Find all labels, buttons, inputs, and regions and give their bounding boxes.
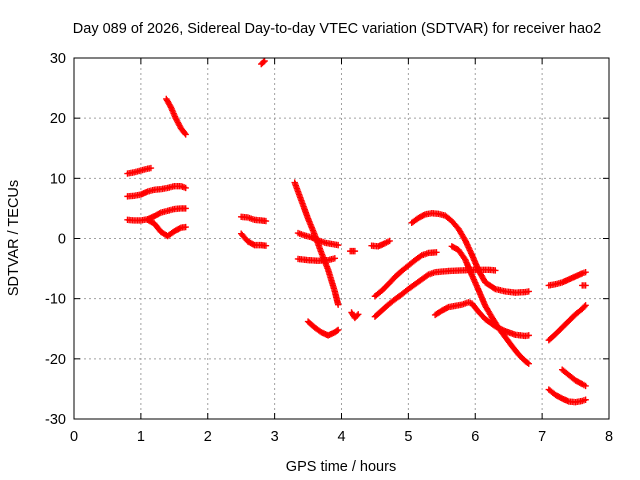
data-point	[582, 382, 589, 390]
data-point	[420, 211, 427, 219]
data-segment	[163, 95, 189, 138]
y-tick-label: -30	[45, 412, 66, 428]
data-point	[331, 255, 339, 262]
x-tick-label: 5	[404, 429, 412, 445]
data-segment	[408, 210, 532, 296]
data-point	[176, 225, 183, 232]
y-tick-label: -20	[45, 352, 66, 368]
data-point	[582, 282, 589, 289]
y-axis-label: SDTVAR / TECUs	[6, 180, 22, 296]
data-point	[156, 210, 163, 217]
x-tick-label: 8	[605, 429, 613, 445]
x-tick-label: 4	[337, 429, 345, 445]
data-point	[334, 241, 342, 249]
y-tick-label: 0	[58, 232, 66, 248]
data-point	[355, 311, 362, 318]
data-point	[182, 184, 189, 192]
x-tick-label: 0	[70, 429, 78, 445]
data-segment	[371, 249, 440, 300]
data-point	[182, 131, 189, 138]
data-point	[261, 57, 268, 65]
data-point	[524, 359, 531, 367]
axis-ticks: 0 1 2 3 4 5 6 7 8 -30 -20 -10 0 10 20 30	[45, 51, 613, 445]
data-segment	[545, 302, 589, 344]
data-point	[147, 164, 155, 172]
data-point	[334, 326, 342, 334]
data-point	[182, 205, 189, 212]
data-segment	[124, 182, 189, 200]
data-point	[490, 285, 498, 292]
x-tick-label: 1	[137, 429, 145, 445]
data-segment	[237, 213, 270, 225]
x-tick-label: 3	[271, 429, 279, 445]
data-segment	[258, 57, 268, 68]
y-tick-label: 20	[50, 111, 66, 127]
data-point	[386, 237, 393, 245]
data-point	[525, 332, 532, 339]
data-point	[443, 304, 451, 312]
data-segment	[124, 205, 189, 224]
data-point	[433, 249, 440, 256]
data-segment	[144, 216, 189, 240]
data-segment	[348, 309, 362, 322]
data-segment	[294, 255, 339, 264]
data-point	[182, 223, 189, 231]
data-point	[181, 130, 188, 137]
data-point	[260, 58, 267, 66]
data-point	[334, 301, 342, 308]
data-point	[582, 302, 589, 309]
data-segment	[545, 268, 589, 289]
y-tick-label: 30	[50, 51, 66, 67]
x-axis-label: GPS time / hours	[286, 459, 396, 475]
data-segment	[304, 318, 342, 339]
data-segment	[124, 164, 155, 177]
data-point	[353, 312, 361, 319]
data-points	[124, 57, 589, 406]
data-segment	[579, 282, 589, 289]
data-segment	[294, 229, 342, 249]
data-point	[525, 360, 532, 367]
y-tick-label: -10	[45, 292, 66, 308]
data-point	[582, 268, 589, 276]
y-tick-label: 10	[50, 171, 66, 187]
data-point	[525, 288, 532, 295]
data-point	[333, 327, 341, 334]
data-point	[250, 241, 257, 248]
data-point	[581, 303, 588, 310]
data-segment	[368, 237, 393, 250]
x-tick-label: 6	[471, 429, 479, 445]
grid-lines	[74, 58, 609, 419]
data-segment	[346, 247, 359, 255]
chart-title: Day 089 of 2026, Sidereal Day-to-day VTE…	[73, 21, 601, 37]
data-segment	[237, 230, 270, 249]
data-point	[262, 217, 270, 225]
x-tick-label: 7	[538, 429, 546, 445]
data-point	[492, 267, 499, 274]
data-segment	[448, 243, 532, 367]
data-point	[262, 242, 270, 249]
data-point	[351, 247, 359, 255]
data-point	[582, 396, 589, 403]
data-segment	[431, 299, 532, 340]
x-tick-label: 2	[204, 429, 212, 445]
data-segment	[558, 366, 589, 390]
data-segment	[545, 386, 589, 406]
